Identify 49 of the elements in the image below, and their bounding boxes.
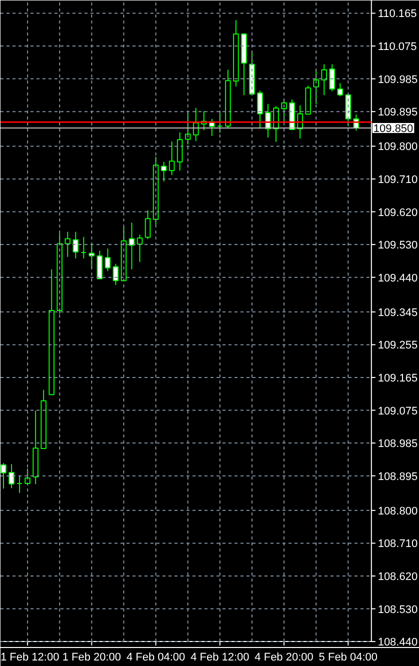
y-tick-label: 109.530 <box>378 240 418 252</box>
y-tick-label: 109.710 <box>378 174 418 186</box>
y-tick-label: 109.345 <box>378 306 418 319</box>
y-tick-label: 109.895 <box>378 106 418 119</box>
candlestick <box>112 263 119 286</box>
candlestick <box>64 231 71 258</box>
y-tick-label: 108.620 <box>378 570 418 583</box>
x-tick-label: 4 Feb 12:00 <box>190 652 250 664</box>
candlestick <box>217 112 223 134</box>
x-tick-label: 1 Feb 12:00 <box>0 652 60 664</box>
y-tick-label: 109.440 <box>378 272 418 284</box>
y-tick-label: 109.165 <box>378 372 418 384</box>
y-tick-label: 110.075 <box>378 41 417 54</box>
candlestick <box>313 70 320 104</box>
y-tick-label: 109.255 <box>378 340 418 352</box>
y-tick-label: 109.620 <box>378 206 418 219</box>
ref-line-label: 109.850 <box>373 122 414 135</box>
candlestick <box>144 210 151 240</box>
y-tick-label: 108.440 <box>378 636 418 649</box>
y-tick-label: 108.710 <box>378 538 418 550</box>
candlestick <box>16 476 22 494</box>
y-tick-label: 110.165 <box>378 8 417 20</box>
y-tick-label: 108.985 <box>378 438 418 450</box>
y-tick-label: 108.800 <box>378 505 418 518</box>
candlestick <box>321 64 328 96</box>
y-tick-label: 108.530 <box>378 604 418 616</box>
candlestick <box>0 462 6 490</box>
candlestick <box>80 236 87 259</box>
candlestick <box>257 90 263 130</box>
candlestick <box>128 222 135 270</box>
candlestick <box>168 140 175 176</box>
candlestick <box>96 250 103 280</box>
candlestick <box>176 132 183 172</box>
x-tick-label: 4 Feb 20:00 <box>254 652 314 664</box>
y-tick-label: 109.075 <box>378 405 418 418</box>
candlestick <box>136 234 143 263</box>
candlestick <box>329 64 336 92</box>
x-tick-label: 5 Feb 04:00 <box>318 652 378 664</box>
candlestick <box>8 464 14 489</box>
y-tick-label: 109.800 <box>378 141 418 154</box>
candlestick <box>160 161 167 182</box>
candlestick <box>192 107 199 142</box>
candlestick <box>337 82 344 97</box>
y-tick-label: 108.895 <box>378 470 418 483</box>
candlestick <box>72 231 79 259</box>
y-tick-label: 109.985 <box>378 74 418 86</box>
candlestick <box>104 248 111 272</box>
x-tick-label: 1 Feb 20:00 <box>62 652 122 664</box>
x-tick-label: 4 Feb 04:00 <box>126 652 186 664</box>
